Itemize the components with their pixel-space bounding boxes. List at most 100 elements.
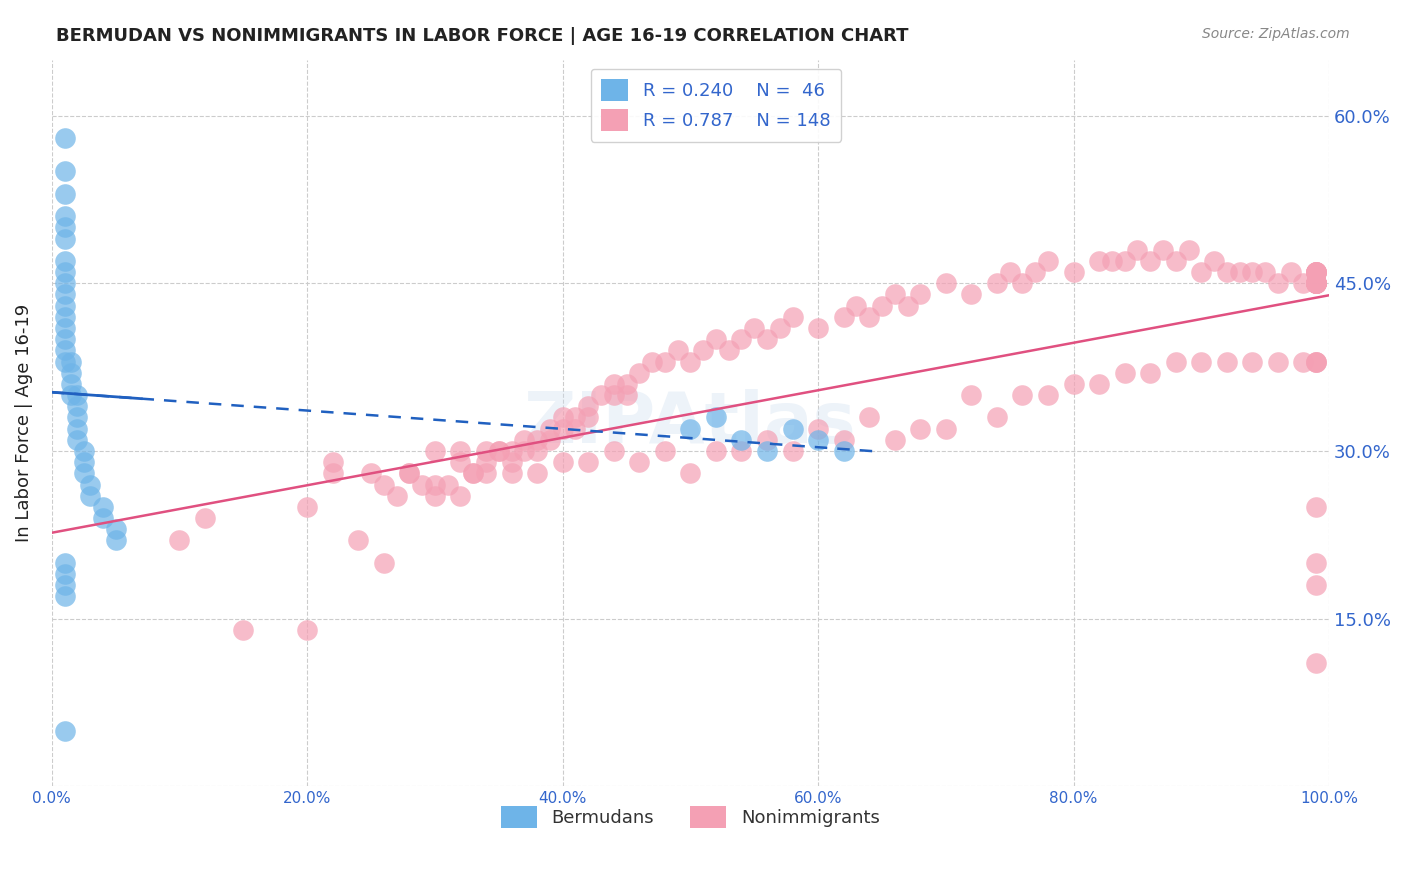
Point — [1177, 243, 1199, 257]
Point — [53, 567, 76, 582]
Point — [411, 477, 433, 491]
Point — [66, 433, 89, 447]
Point — [832, 444, 855, 458]
Point — [576, 455, 599, 469]
Point — [883, 287, 905, 301]
Point — [488, 444, 510, 458]
Point — [1202, 253, 1225, 268]
Point — [576, 399, 599, 413]
Point — [501, 467, 523, 481]
Point — [53, 265, 76, 279]
Point — [858, 410, 880, 425]
Point — [1292, 277, 1315, 291]
Point — [59, 354, 82, 368]
Point — [960, 388, 983, 402]
Point — [679, 467, 702, 481]
Point — [986, 410, 1008, 425]
Point — [1063, 265, 1085, 279]
Point — [756, 433, 779, 447]
Point — [1305, 556, 1327, 570]
Point — [501, 444, 523, 458]
Point — [1229, 265, 1251, 279]
Point — [53, 220, 76, 235]
Point — [1011, 277, 1033, 291]
Point — [704, 332, 727, 346]
Point — [1114, 366, 1136, 380]
Point — [960, 287, 983, 301]
Point — [526, 433, 548, 447]
Point — [1305, 277, 1327, 291]
Point — [73, 444, 96, 458]
Point — [628, 366, 651, 380]
Point — [73, 455, 96, 469]
Point — [1241, 265, 1264, 279]
Point — [53, 164, 76, 178]
Point — [436, 477, 458, 491]
Point — [782, 310, 804, 324]
Point — [463, 467, 485, 481]
Point — [53, 299, 76, 313]
Point — [53, 354, 76, 368]
Point — [53, 310, 76, 324]
Point — [373, 477, 395, 491]
Point — [1279, 265, 1302, 279]
Point — [1305, 354, 1327, 368]
Point — [513, 433, 536, 447]
Text: Source: ZipAtlas.com: Source: ZipAtlas.com — [1202, 27, 1350, 41]
Point — [730, 444, 752, 458]
Point — [53, 343, 76, 358]
Point — [1305, 265, 1327, 279]
Point — [1036, 253, 1059, 268]
Point — [475, 444, 498, 458]
Point — [1305, 500, 1327, 514]
Point — [654, 354, 676, 368]
Point — [742, 321, 765, 335]
Point — [347, 533, 370, 548]
Point — [1292, 354, 1315, 368]
Point — [1305, 277, 1327, 291]
Point — [756, 332, 779, 346]
Point — [423, 489, 446, 503]
Point — [322, 455, 344, 469]
Point — [883, 433, 905, 447]
Point — [641, 354, 664, 368]
Point — [538, 433, 561, 447]
Point — [551, 410, 574, 425]
Point — [66, 422, 89, 436]
Point — [59, 376, 82, 391]
Point — [194, 511, 217, 525]
Point — [628, 455, 651, 469]
Point — [104, 533, 127, 548]
Point — [53, 231, 76, 245]
Point — [423, 477, 446, 491]
Point — [385, 489, 408, 503]
Point — [1305, 265, 1327, 279]
Point — [704, 444, 727, 458]
Point — [91, 511, 114, 525]
Point — [1063, 376, 1085, 391]
Point — [1305, 578, 1327, 592]
Point — [1088, 253, 1111, 268]
Point — [666, 343, 689, 358]
Point — [1305, 277, 1327, 291]
Point — [616, 388, 638, 402]
Point — [1305, 354, 1327, 368]
Point — [322, 467, 344, 481]
Text: ZIPAtlas: ZIPAtlas — [524, 389, 856, 458]
Point — [1164, 354, 1187, 368]
Point — [1216, 265, 1239, 279]
Point — [66, 410, 89, 425]
Point — [704, 410, 727, 425]
Point — [1305, 354, 1327, 368]
Point — [450, 489, 472, 503]
Point — [564, 422, 586, 436]
Point — [53, 723, 76, 738]
Point — [1189, 265, 1212, 279]
Point — [423, 444, 446, 458]
Point — [1267, 277, 1289, 291]
Point — [858, 310, 880, 324]
Point — [1088, 376, 1111, 391]
Point — [616, 376, 638, 391]
Point — [79, 477, 101, 491]
Point — [373, 556, 395, 570]
